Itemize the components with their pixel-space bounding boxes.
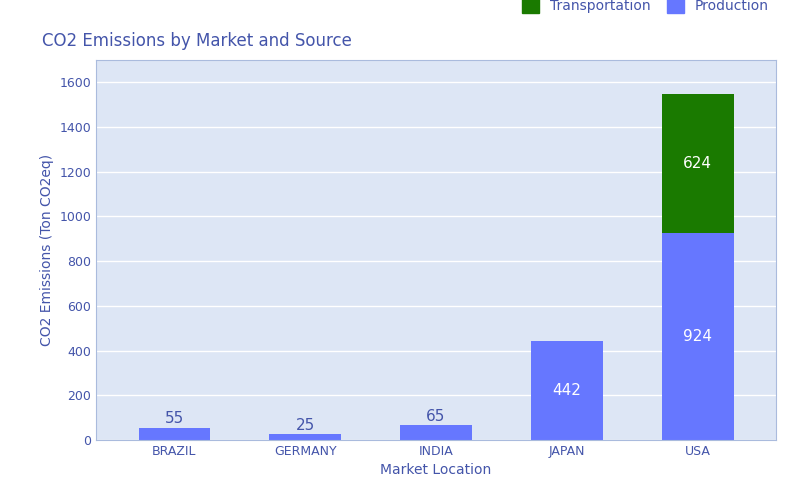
Text: 924: 924 bbox=[683, 329, 712, 344]
Bar bbox=[138, 428, 210, 440]
Bar bbox=[531, 341, 602, 440]
X-axis label: Market Location: Market Location bbox=[380, 464, 492, 477]
Y-axis label: CO2 Emissions (Ton CO2eq): CO2 Emissions (Ton CO2eq) bbox=[40, 154, 54, 346]
Text: 55: 55 bbox=[165, 411, 184, 426]
Text: 65: 65 bbox=[426, 408, 446, 424]
Text: 624: 624 bbox=[683, 156, 712, 171]
Text: 25: 25 bbox=[296, 418, 315, 432]
Bar bbox=[400, 426, 472, 440]
Text: CO2 Emissions by Market and Source: CO2 Emissions by Market and Source bbox=[42, 32, 351, 50]
Bar bbox=[662, 234, 734, 440]
Text: 442: 442 bbox=[552, 383, 582, 398]
Bar bbox=[662, 94, 734, 234]
Legend: Transportation, Production: Transportation, Production bbox=[522, 0, 769, 14]
Bar bbox=[270, 434, 341, 440]
